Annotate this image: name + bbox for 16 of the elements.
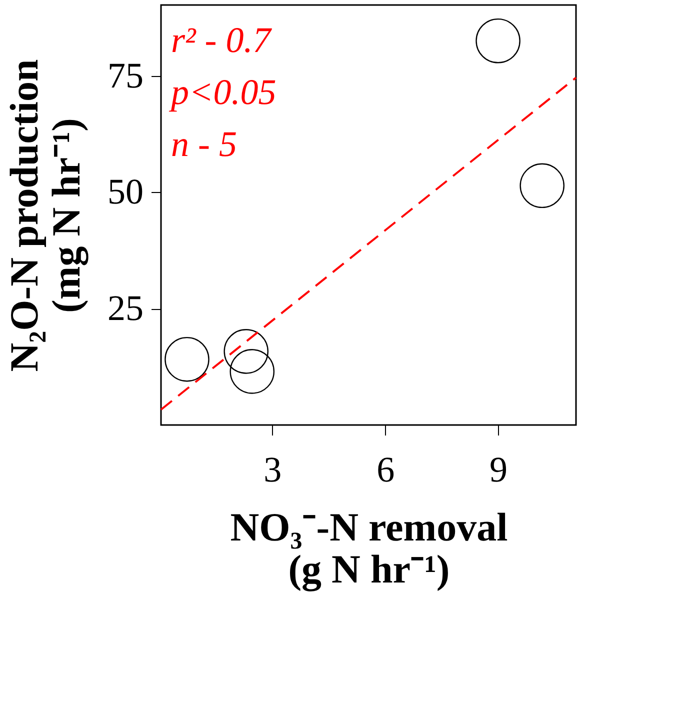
x-tick-label: 6 [376, 450, 395, 490]
y-tick-label: 25 [108, 288, 144, 328]
x-axis-title: NO₃⁻-N removal (g N hr⁻¹) [230, 504, 508, 592]
x-tick-label: 3 [264, 450, 282, 490]
point [164, 336, 210, 382]
y-tick-label: 75 [108, 55, 144, 96]
y-axis-title: N₂O-N production (mg N hr⁻¹) [2, 59, 88, 372]
point [520, 163, 564, 208]
annotation: n - 5 [171, 124, 237, 164]
x-tick-label: 9 [490, 450, 508, 490]
annotation: p<0.05 [168, 72, 276, 112]
point [224, 329, 269, 374]
point [230, 349, 275, 394]
y-tick-label: 50 [108, 172, 144, 212]
point [476, 18, 520, 64]
annotation: r² - 0.7 [171, 20, 273, 60]
